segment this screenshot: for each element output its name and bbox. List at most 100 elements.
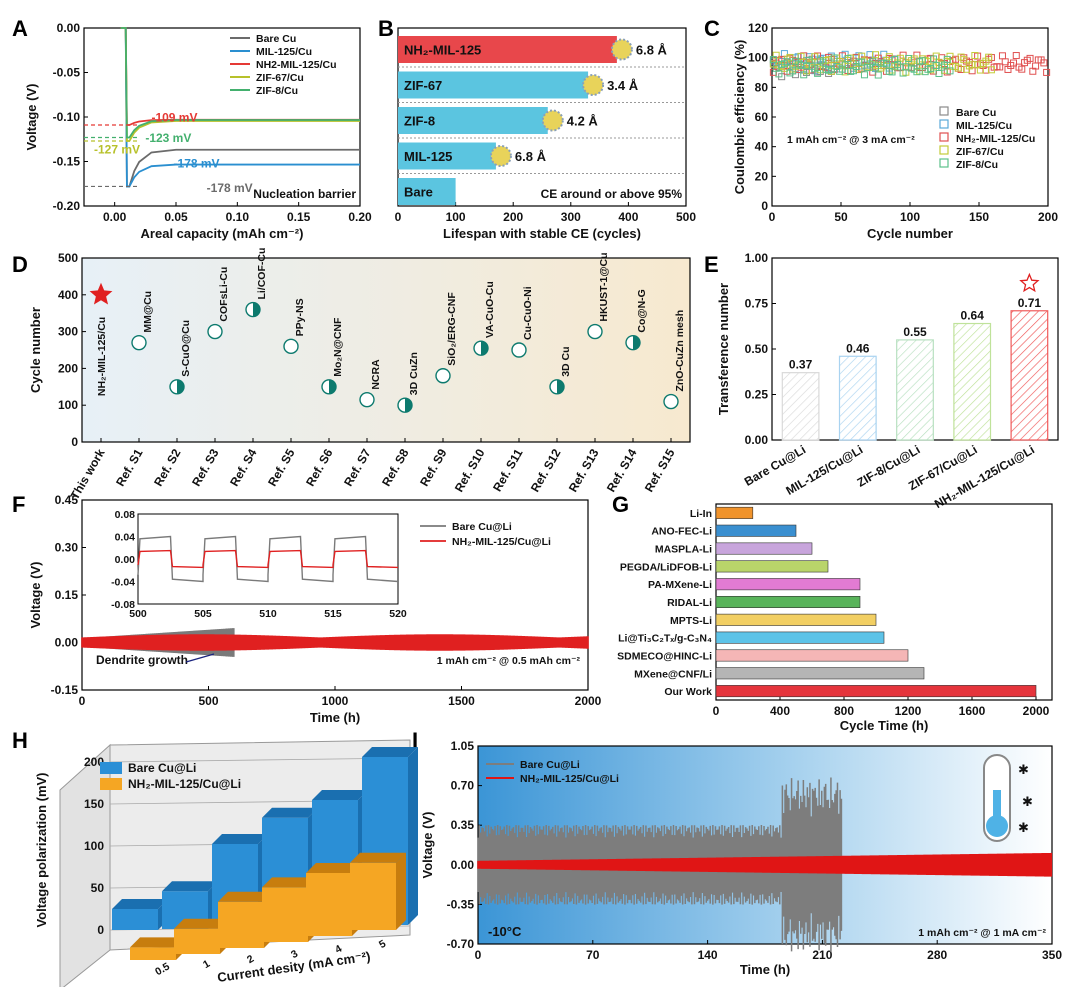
y-tick-label: 100 — [58, 398, 78, 412]
data-point — [943, 55, 951, 63]
bar-category-label: PA-MXene-Li — [648, 579, 712, 591]
x-tick-label: 100 — [900, 210, 920, 224]
x-tick-label: 0.00 — [103, 210, 127, 224]
inset-x-tick-label: 520 — [389, 608, 407, 620]
x-tick-label: Ref. S10 — [452, 446, 488, 494]
legend-marker — [100, 762, 122, 774]
data-point — [830, 54, 838, 62]
y-tick-label: 60 — [755, 110, 769, 124]
bar — [715, 560, 829, 573]
x-tick-label: Ref. S12 — [528, 446, 564, 494]
y-tick-label: 0.00 — [57, 21, 81, 35]
star-icon — [1019, 272, 1040, 293]
snowflake-icon: ✱ — [1018, 820, 1029, 835]
y-axis-label: Voltage polarization (mV) — [34, 772, 49, 927]
y-tick-label: 0.00 — [55, 636, 79, 650]
bar-bare-cu-top — [162, 881, 218, 892]
panel-label-a: A — [12, 16, 28, 41]
y-axis-label: Voltage (V) — [24, 84, 39, 151]
ref-marker-fill — [557, 379, 565, 394]
bar-nh2-mil-125 — [130, 947, 176, 960]
y-axis-label: Voltage (V) — [420, 812, 435, 879]
y-tick-label: 0.00 — [745, 433, 769, 447]
x-tick-label: 350 — [1042, 948, 1062, 962]
bar-bare-cu-side — [408, 747, 418, 925]
mof-particle-icon — [489, 145, 512, 167]
inset-y-tick-label: -0.04 — [111, 577, 135, 589]
legend-marker — [939, 106, 949, 116]
legend-label: NH₂-MIL-125/Cu@Li — [452, 536, 551, 548]
y-tick-label: -0.70 — [447, 937, 475, 951]
data-point — [1010, 59, 1017, 67]
y-tick-label: -0.05 — [53, 66, 81, 80]
bar — [398, 71, 589, 99]
inset-x-tick-label: 500 — [129, 608, 147, 620]
bar-category-label: ZIF-67 — [404, 78, 442, 93]
x-tick-label: 0.05 — [164, 210, 188, 224]
bar-value-label: 0.64 — [961, 309, 985, 323]
y-tick-label: 0 — [761, 199, 768, 213]
inset-frame — [137, 513, 399, 605]
bar — [398, 142, 496, 170]
y-tick-label: 150 — [84, 797, 104, 811]
x-tick-label: 2000 — [1023, 704, 1050, 718]
legend-label: Bare Cu@Li — [452, 521, 512, 533]
star-marker — [89, 282, 113, 305]
x-tick-label: 3 — [289, 948, 300, 961]
y-tick-label: -0.15 — [51, 683, 79, 697]
data-point — [1001, 58, 1009, 66]
data-point — [872, 63, 879, 71]
y-axis-label: Coulombic efficiency (%) — [732, 40, 747, 195]
data-point — [1018, 65, 1026, 73]
y-tick-label: 120 — [748, 21, 768, 35]
x-tick-label: 2 — [245, 953, 256, 966]
bar-nh2-mil-125 — [306, 873, 352, 936]
x-tick-label: 140 — [698, 948, 718, 962]
legend-label: MIL-125/Cu — [956, 120, 1012, 132]
series-line-zif-8-cu — [120, 27, 360, 139]
x-tick-label: 1 — [201, 958, 212, 971]
y-tick-label: 20 — [755, 169, 769, 183]
data-point — [913, 68, 921, 76]
bar — [896, 339, 934, 441]
x-tick-label: 0.15 — [287, 210, 311, 224]
bar-nh2-mil-125 — [350, 862, 396, 930]
ref-marker-fill — [633, 335, 640, 350]
panel-label-e: E — [704, 252, 719, 277]
y-tick-label: 0.25 — [745, 388, 769, 402]
bar-category-label: ZIF-8 — [404, 114, 435, 129]
legend-marker — [939, 158, 949, 168]
ref-marker — [663, 393, 679, 410]
bar-nh2-mil-125-top — [174, 918, 230, 929]
bar — [715, 631, 885, 644]
annotation-label: -123 mV — [145, 131, 191, 145]
data-point — [769, 56, 777, 64]
panel-label-f: F — [12, 492, 25, 517]
bar-category-label: PEGDA/LiDFOB-Li — [620, 561, 712, 573]
material-label: COFsLi-Cu — [218, 267, 230, 322]
y-tick-label: 300 — [58, 325, 78, 339]
y-tick-label: 0.70 — [451, 779, 475, 793]
note-label: Nucleation barrier — [253, 187, 356, 201]
y-tick-label: 50 — [91, 881, 105, 895]
data-point — [860, 71, 868, 79]
note-label: 1 mAh cm⁻² @ 1 mA cm⁻² — [918, 927, 1046, 939]
axes-frame — [771, 27, 1049, 207]
x-tick-label: 50 — [834, 210, 848, 224]
material-label: Co@N-G — [636, 289, 648, 332]
x-tick-label: 0.10 — [226, 210, 250, 224]
data-point — [987, 66, 995, 74]
bar-category-label: MPTS-Li — [670, 615, 712, 627]
data-point — [946, 67, 954, 75]
x-tick-label: 70 — [586, 948, 600, 962]
bar — [398, 178, 456, 205]
bar-nh2-mil-125-top — [262, 877, 318, 888]
bar-bare-cu-top — [312, 790, 368, 800]
data-point — [811, 53, 819, 61]
material-label: MM@Cu — [142, 291, 154, 333]
y-tick-label: 0.50 — [745, 342, 769, 356]
legend-marker — [939, 145, 949, 155]
bar-category-label: ANO-FEC-Li — [651, 526, 712, 538]
x-tick-label: 150 — [969, 210, 989, 224]
data-point — [954, 64, 962, 72]
